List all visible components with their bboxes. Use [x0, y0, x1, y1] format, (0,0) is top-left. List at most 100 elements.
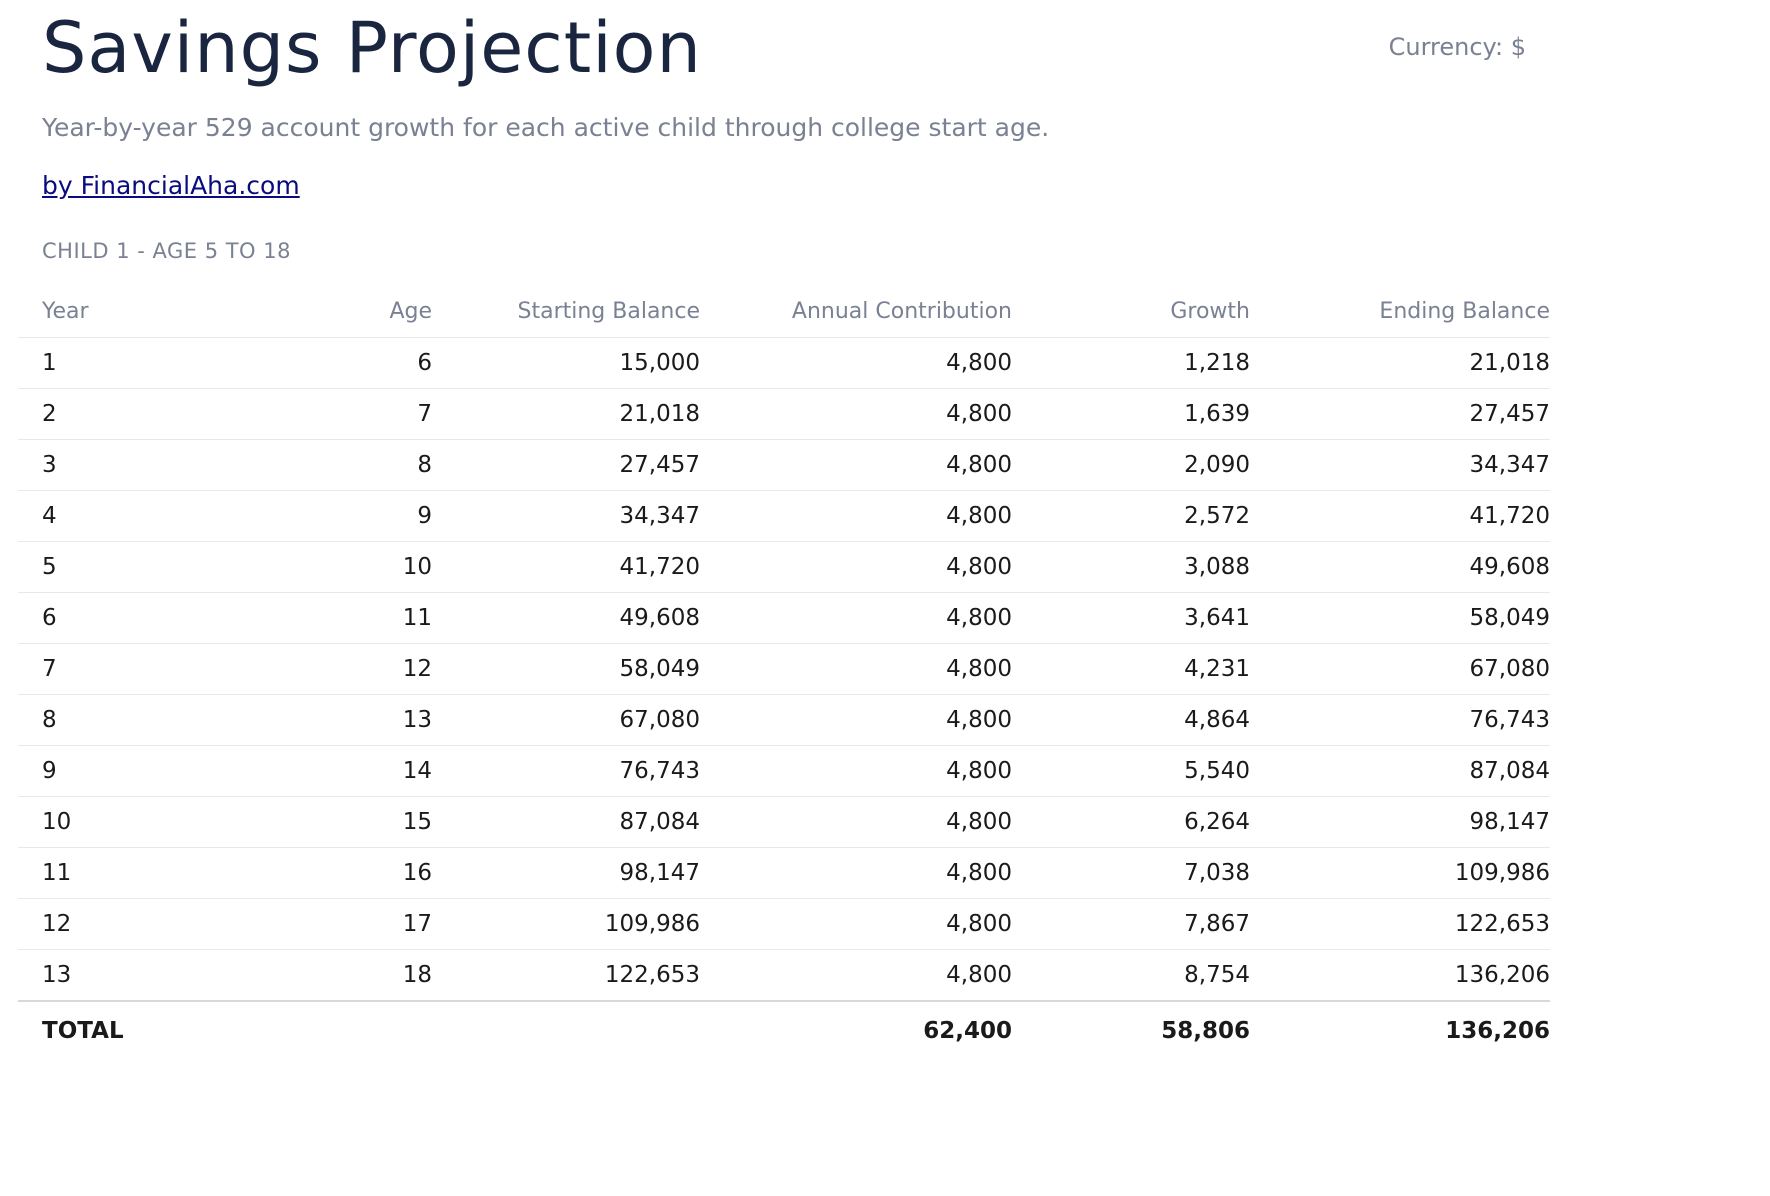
cell-starting-balance: 21,018 [432, 388, 700, 440]
cell-growth: 2,572 [1012, 490, 1250, 542]
currency-indicator: Currency: $ [1388, 33, 1526, 61]
cell-ending-balance: 109,986 [1250, 847, 1550, 899]
cell-growth: 1,639 [1012, 388, 1250, 440]
cell-growth: 4,864 [1012, 694, 1250, 746]
cell-year: 11 [18, 847, 156, 899]
cell-annual-contribution: 4,800 [700, 949, 1012, 1002]
cell-age: 6 [156, 337, 432, 389]
cell-annual-contribution: 4,800 [700, 490, 1012, 542]
cell-annual-contribution: 4,800 [700, 796, 1012, 848]
column-header-ending-balance: Ending Balance [1250, 285, 1550, 338]
cell-year: 7 [18, 643, 156, 695]
cell-year: 5 [18, 541, 156, 593]
cell-age: 12 [156, 643, 432, 695]
column-header-starting-balance: Starting Balance [432, 285, 700, 338]
total-starting-balance [432, 1000, 700, 1060]
cell-ending-balance: 21,018 [1250, 337, 1550, 389]
total-ending-balance: 136,206 [1250, 1000, 1550, 1060]
page-subtitle: Year-by-year 529 account growth for each… [42, 113, 1050, 142]
cell-age: 13 [156, 694, 432, 746]
cell-starting-balance: 27,457 [432, 439, 700, 491]
cell-age: 7 [156, 388, 432, 440]
cell-year: 6 [18, 592, 156, 644]
cell-growth: 3,088 [1012, 541, 1250, 593]
column-header-growth: Growth [1012, 285, 1250, 338]
cell-growth: 3,641 [1012, 592, 1250, 644]
cell-starting-balance: 87,084 [432, 796, 700, 848]
table-row: 6 11 49,608 4,800 3,641 58,049 [18, 592, 1550, 644]
cell-ending-balance: 136,206 [1250, 949, 1550, 1002]
cell-starting-balance: 58,049 [432, 643, 700, 695]
cell-year: 13 [18, 949, 156, 1002]
table-row: 2 7 21,018 4,800 1,639 27,457 [18, 388, 1550, 440]
cell-annual-contribution: 4,800 [700, 592, 1012, 644]
total-label: TOTAL [18, 1000, 156, 1060]
cell-age: 15 [156, 796, 432, 848]
table-row: 7 12 58,049 4,800 4,231 67,080 [18, 643, 1550, 695]
table-row: 5 10 41,720 4,800 3,088 49,608 [18, 541, 1550, 593]
cell-annual-contribution: 4,800 [700, 643, 1012, 695]
cell-growth: 7,038 [1012, 847, 1250, 899]
cell-starting-balance: 41,720 [432, 541, 700, 593]
table-row: 4 9 34,347 4,800 2,572 41,720 [18, 490, 1550, 542]
table-row: 8 13 67,080 4,800 4,864 76,743 [18, 694, 1550, 746]
table-header-row: Year Age Starting Balance Annual Contrib… [18, 285, 1550, 338]
cell-age: 14 [156, 745, 432, 797]
cell-starting-balance: 76,743 [432, 745, 700, 797]
cell-starting-balance: 67,080 [432, 694, 700, 746]
total-annual-contribution: 62,400 [700, 1000, 1012, 1060]
cell-ending-balance: 58,049 [1250, 592, 1550, 644]
cell-ending-balance: 122,653 [1250, 898, 1550, 950]
table-row: 10 15 87,084 4,800 6,264 98,147 [18, 796, 1550, 848]
column-header-year: Year [18, 285, 156, 338]
cell-growth: 1,218 [1012, 337, 1250, 389]
cell-year: 1 [18, 337, 156, 389]
cell-annual-contribution: 4,800 [700, 898, 1012, 950]
cell-ending-balance: 27,457 [1250, 388, 1550, 440]
cell-age: 17 [156, 898, 432, 950]
column-header-annual-contribution: Annual Contribution [700, 285, 1012, 338]
cell-year: 9 [18, 745, 156, 797]
table-row: 1 6 15,000 4,800 1,218 21,018 [18, 337, 1550, 389]
cell-ending-balance: 76,743 [1250, 694, 1550, 746]
cell-ending-balance: 49,608 [1250, 541, 1550, 593]
table-row: 13 18 122,653 4,800 8,754 136,206 [18, 949, 1550, 1002]
column-header-age: Age [156, 285, 432, 338]
cell-age: 8 [156, 439, 432, 491]
cell-starting-balance: 109,986 [432, 898, 700, 950]
cell-growth: 8,754 [1012, 949, 1250, 1002]
cell-ending-balance: 87,084 [1250, 745, 1550, 797]
projection-table: Year Age Starting Balance Annual Contrib… [18, 285, 1550, 1060]
cell-annual-contribution: 4,800 [700, 745, 1012, 797]
child-section-heading: CHILD 1 - AGE 5 TO 18 [42, 239, 291, 263]
cell-starting-balance: 49,608 [432, 592, 700, 644]
cell-starting-balance: 34,347 [432, 490, 700, 542]
total-age [156, 1000, 432, 1060]
table-row: 9 14 76,743 4,800 5,540 87,084 [18, 745, 1550, 797]
cell-age: 18 [156, 949, 432, 1002]
table-row: 3 8 27,457 4,800 2,090 34,347 [18, 439, 1550, 491]
cell-year: 12 [18, 898, 156, 950]
cell-age: 10 [156, 541, 432, 593]
total-growth: 58,806 [1012, 1000, 1250, 1060]
cell-growth: 7,867 [1012, 898, 1250, 950]
cell-year: 2 [18, 388, 156, 440]
attribution-link[interactable]: by FinancialAha.com [42, 171, 300, 200]
cell-annual-contribution: 4,800 [700, 337, 1012, 389]
cell-year: 3 [18, 439, 156, 491]
cell-year: 10 [18, 796, 156, 848]
cell-growth: 6,264 [1012, 796, 1250, 848]
cell-ending-balance: 34,347 [1250, 439, 1550, 491]
cell-starting-balance: 122,653 [432, 949, 700, 1002]
total-row: TOTAL 62,400 58,806 136,206 [18, 1000, 1550, 1060]
cell-annual-contribution: 4,800 [700, 847, 1012, 899]
cell-growth: 4,231 [1012, 643, 1250, 695]
cell-annual-contribution: 4,800 [700, 694, 1012, 746]
cell-starting-balance: 98,147 [432, 847, 700, 899]
cell-ending-balance: 98,147 [1250, 796, 1550, 848]
cell-age: 16 [156, 847, 432, 899]
table-body: 1 6 15,000 4,800 1,218 21,018 2 7 21,018 4,800 1,6… [18, 337, 1550, 1002]
table-row: 11 16 98,147 4,800 7,038 109,986 [18, 847, 1550, 899]
cell-age: 9 [156, 490, 432, 542]
cell-annual-contribution: 4,800 [700, 439, 1012, 491]
